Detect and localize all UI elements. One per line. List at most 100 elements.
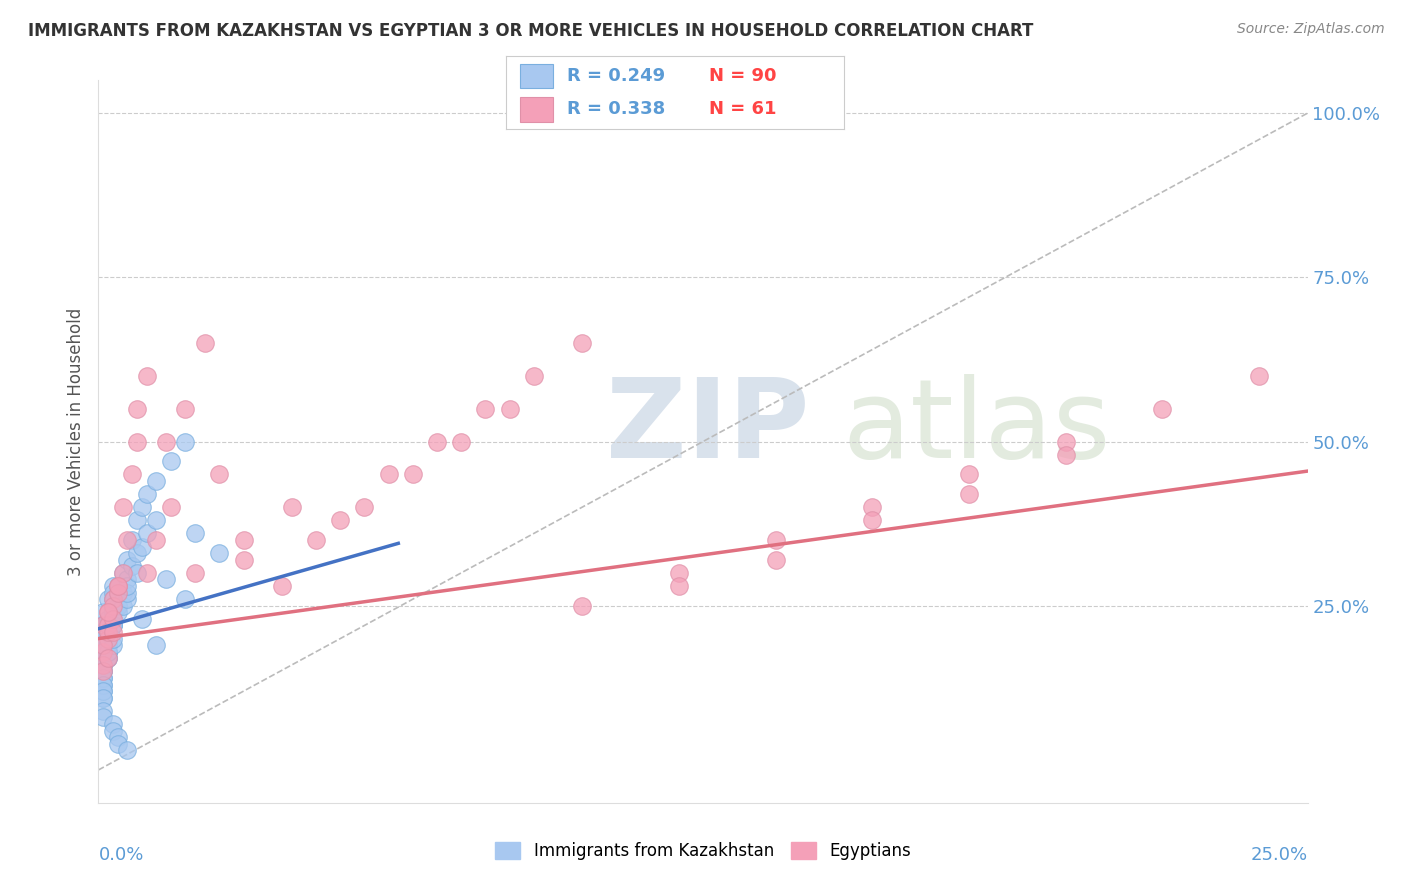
Point — [131, 540, 153, 554]
Point — [117, 592, 139, 607]
Point — [97, 651, 120, 665]
Point — [571, 336, 593, 351]
Point — [91, 605, 114, 619]
Point — [1054, 434, 1077, 449]
Point — [474, 401, 496, 416]
Point — [131, 500, 153, 515]
Point — [107, 730, 129, 744]
Point — [101, 585, 124, 599]
Point — [450, 434, 472, 449]
Point — [101, 717, 124, 731]
Point — [101, 592, 124, 607]
Point — [97, 651, 120, 665]
Point — [101, 625, 124, 640]
Point — [127, 401, 149, 416]
Point — [121, 533, 143, 547]
Point — [97, 612, 120, 626]
Point — [101, 579, 124, 593]
Point — [957, 487, 980, 501]
Point — [101, 632, 124, 646]
Point — [127, 513, 149, 527]
Point — [97, 638, 120, 652]
Point — [107, 605, 129, 619]
Point — [97, 632, 120, 646]
Point — [91, 665, 114, 679]
Bar — [520, 97, 554, 122]
Point — [91, 651, 114, 665]
Point — [91, 625, 114, 640]
Point — [523, 368, 546, 383]
Point — [117, 743, 139, 757]
Point — [107, 585, 129, 599]
Point — [97, 605, 120, 619]
Point — [97, 638, 120, 652]
Point — [91, 690, 114, 705]
Point — [127, 546, 149, 560]
Point — [101, 599, 124, 613]
Point — [668, 566, 690, 580]
Point — [281, 500, 304, 515]
Point — [111, 585, 134, 599]
Text: N = 61: N = 61 — [709, 100, 776, 118]
Point — [194, 336, 217, 351]
Point — [155, 434, 177, 449]
Point — [107, 579, 129, 593]
Point — [426, 434, 449, 449]
Text: R = 0.338: R = 0.338 — [567, 100, 665, 118]
Point — [91, 638, 114, 652]
Point — [174, 401, 197, 416]
Point — [329, 513, 352, 527]
Point — [97, 612, 120, 626]
Point — [117, 579, 139, 593]
Text: Source: ZipAtlas.com: Source: ZipAtlas.com — [1237, 22, 1385, 37]
Point — [97, 618, 120, 632]
Point — [107, 579, 129, 593]
Point — [111, 566, 134, 580]
Point — [97, 632, 120, 646]
Y-axis label: 3 or more Vehicles in Household: 3 or more Vehicles in Household — [66, 308, 84, 575]
Point — [107, 599, 129, 613]
Point — [860, 500, 883, 515]
Point — [117, 553, 139, 567]
Point — [498, 401, 520, 416]
Point — [91, 657, 114, 672]
Point — [1054, 448, 1077, 462]
Point — [91, 645, 114, 659]
Point — [107, 585, 129, 599]
Point — [174, 434, 197, 449]
Point — [184, 566, 207, 580]
Point — [160, 500, 183, 515]
Point — [91, 677, 114, 691]
Point — [155, 573, 177, 587]
Text: N = 90: N = 90 — [709, 67, 776, 85]
Point — [127, 566, 149, 580]
Point — [107, 737, 129, 751]
Point — [135, 368, 157, 383]
Point — [121, 467, 143, 482]
Point — [353, 500, 375, 515]
Point — [305, 533, 328, 547]
Point — [232, 553, 254, 567]
Point — [184, 526, 207, 541]
Point — [377, 467, 399, 482]
Point — [91, 690, 114, 705]
Point — [101, 599, 124, 613]
Point — [145, 474, 167, 488]
Point — [1249, 368, 1271, 383]
Point — [91, 677, 114, 691]
Point — [101, 592, 124, 607]
Point — [571, 599, 593, 613]
Point — [117, 533, 139, 547]
Point — [91, 618, 114, 632]
Point — [111, 599, 134, 613]
Point — [97, 651, 120, 665]
Point — [97, 605, 120, 619]
Point — [145, 513, 167, 527]
Point — [91, 638, 114, 652]
Point — [91, 657, 114, 672]
Point — [860, 513, 883, 527]
Point — [232, 533, 254, 547]
Point — [91, 684, 114, 698]
Point — [957, 467, 980, 482]
Text: IMMIGRANTS FROM KAZAKHSTAN VS EGYPTIAN 3 OR MORE VEHICLES IN HOUSEHOLD CORRELATI: IMMIGRANTS FROM KAZAKHSTAN VS EGYPTIAN 3… — [28, 22, 1033, 40]
